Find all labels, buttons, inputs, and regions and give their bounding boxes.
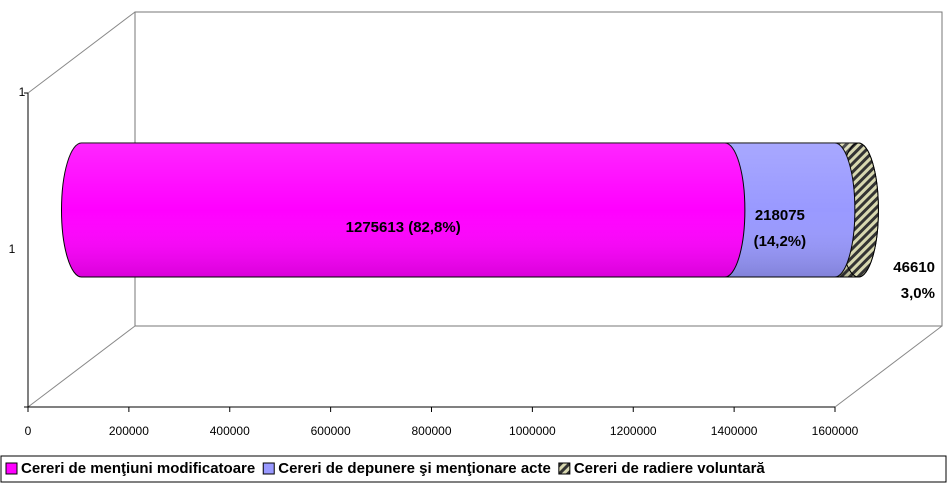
data-label-line: 1275613 (82,8%) — [346, 219, 461, 236]
x-tick-label: 1400000 — [711, 424, 758, 438]
legend-swatch — [262, 462, 275, 475]
data-label-line: 3,0% — [901, 285, 935, 302]
legend-swatch — [558, 462, 571, 475]
legend-box — [0, 455, 947, 483]
legend-label: Cereri de radiere voluntară — [574, 460, 766, 477]
data-label-line: 218075 — [755, 207, 805, 224]
legend-swatch — [5, 462, 18, 475]
data-label: 46610 3,0% — [893, 259, 935, 302]
x-tick-label: 1000000 — [509, 424, 556, 438]
data-label: 218075 (14,2%) — [754, 207, 807, 250]
x-tick-label: 400000 — [210, 424, 250, 438]
z-tick-label: 1 — [19, 85, 26, 99]
x-tick-label: 800000 — [411, 424, 451, 438]
data-label: 1275613 (82,8%) — [346, 219, 461, 236]
legend-label: Cereri de depunere şi menţionare acte — [278, 460, 551, 477]
x-tick-label: 0 — [25, 424, 32, 438]
x-tick-label: 1600000 — [812, 424, 859, 438]
data-label-line: (14,2%) — [754, 233, 807, 250]
x-tick-label: 600000 — [311, 424, 351, 438]
bar-shade — [61, 143, 745, 277]
x-tick-label: 1200000 — [610, 424, 657, 438]
data-label-line: 46610 — [893, 259, 935, 276]
legend-label: Cereri de menţiuni modificatoare — [21, 460, 255, 477]
y-tick-label: 1 — [9, 242, 16, 256]
x-tick-label: 200000 — [109, 424, 149, 438]
